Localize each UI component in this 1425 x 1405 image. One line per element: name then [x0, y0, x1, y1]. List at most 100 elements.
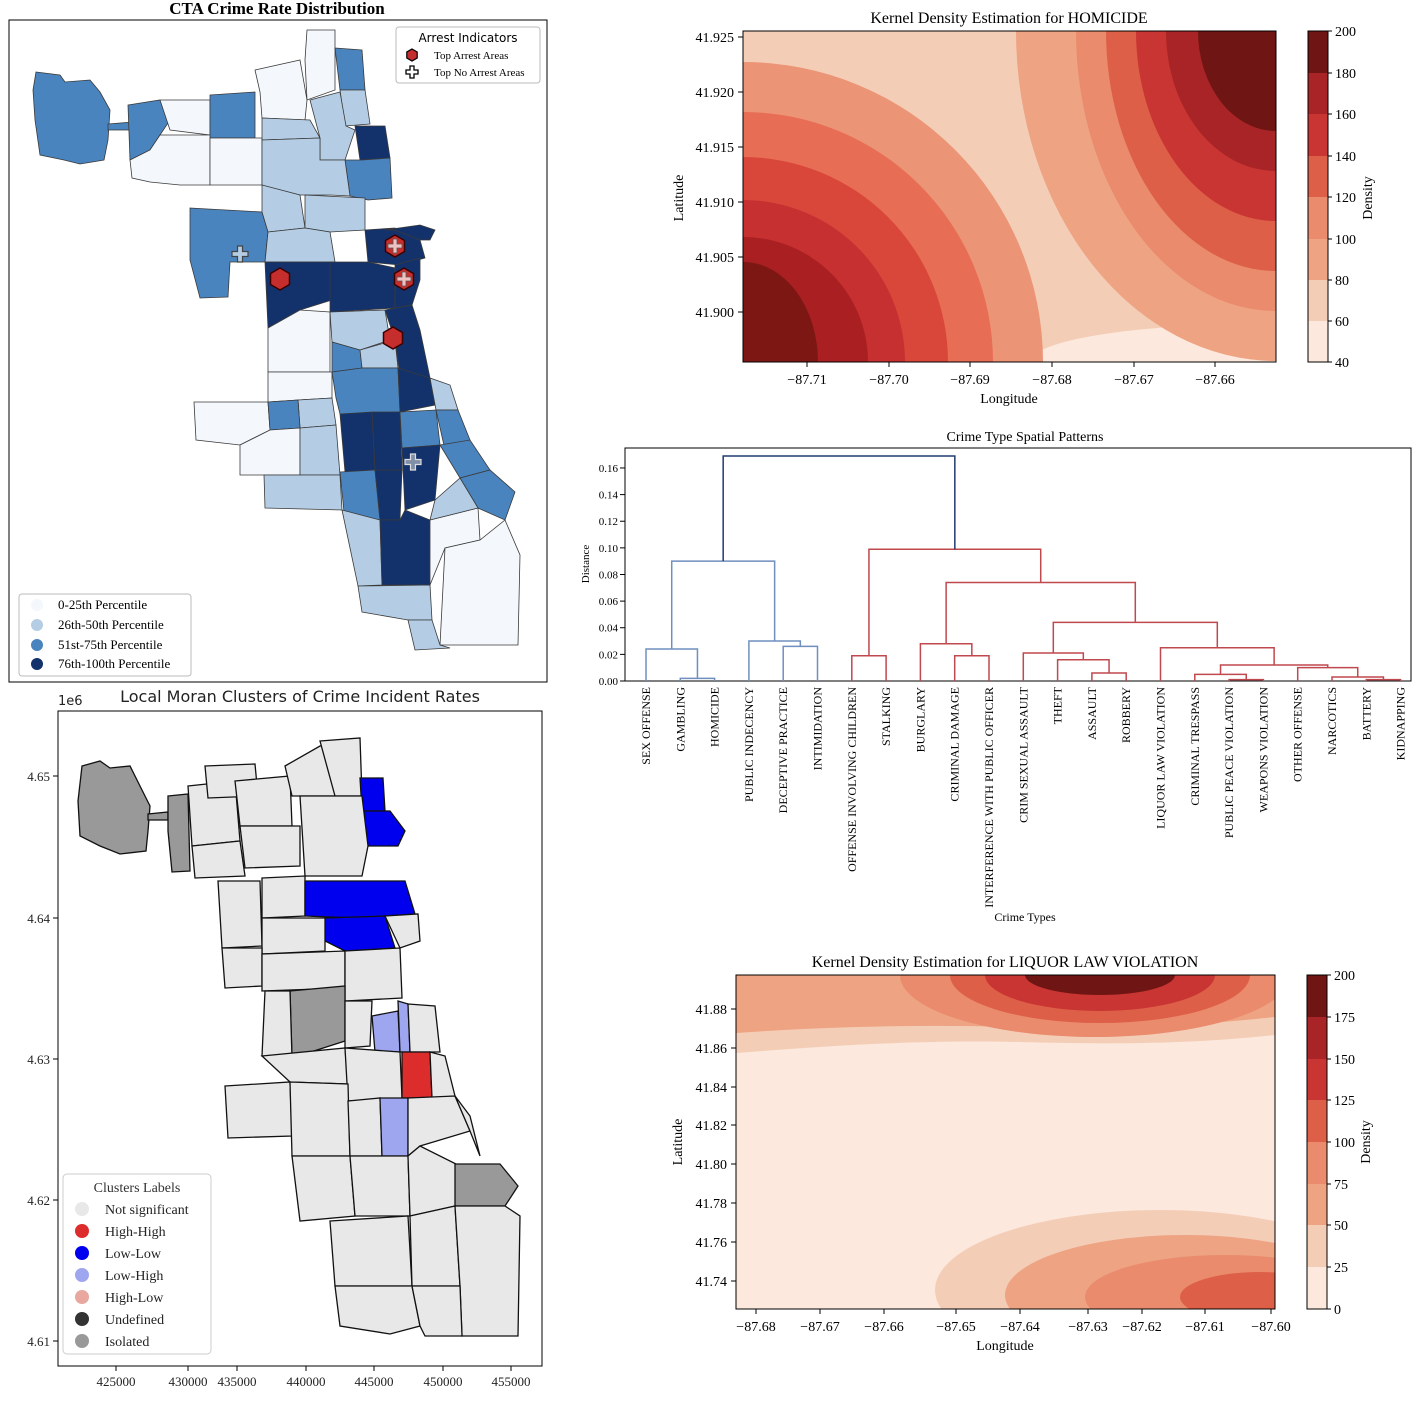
- colorbar-tick-label: 175: [1334, 1011, 1355, 1026]
- legend-title: Arrest Indicators: [418, 31, 517, 45]
- legend-label: Top No Arrest Areas: [434, 67, 525, 79]
- percentile-legend: 0-25th Percentile 26th-50th Percentile 5…: [18, 593, 192, 677]
- colorbar-tick-label: 75: [1334, 1178, 1348, 1193]
- kde-liquor-panel: Kernel Density Estimation for LIQUOR LAW…: [660, 945, 1420, 1400]
- x-tick-label: −87.65: [936, 1320, 975, 1335]
- liquor-x-ticks: −87.68 −87.67 −87.66 −87.65 −87.64 −87.6…: [736, 1309, 1291, 1335]
- cta-map-regions: [32, 29, 521, 651]
- y-tick-label: 4.62: [27, 1193, 50, 1208]
- chart-title: Kernel Density Estimation for HOMICIDE: [870, 10, 1147, 27]
- y-tick-label: 0.10: [599, 543, 619, 555]
- y-tick-label: 41.78: [696, 1197, 728, 1212]
- moran-map-panel: Local Moran Clusters of Crime Incident R…: [0, 686, 560, 1400]
- leaf-label: OTHER OFFENSE: [1291, 687, 1305, 782]
- colorbar-tick-label: 120: [1335, 191, 1356, 206]
- homicide-colorbar: [1307, 30, 1329, 363]
- chart-title: Kernel Density Estimation for LIQUOR LAW…: [812, 954, 1199, 971]
- y-tick-label: 0.00: [599, 676, 619, 688]
- x-tick-label: −87.66: [1195, 373, 1234, 388]
- y-tick-label: 41.925: [696, 31, 735, 46]
- dendrogram-x-labels: SEX OFFENSE GAMBLING HOMICIDE PUBLIC INDECE…: [639, 686, 1408, 907]
- leaf-label: BATTERY: [1359, 687, 1373, 741]
- y-tick-label: 0.12: [599, 516, 618, 528]
- dendrogram-link: [1296, 666, 1359, 681]
- hexagon-marker-icon: [406, 48, 418, 62]
- legend-title: Clusters Labels: [94, 1181, 181, 1196]
- x-tick-label: −87.67: [800, 1320, 839, 1335]
- x-tick-label: 435000: [218, 1374, 257, 1389]
- legend-swatch: [75, 1246, 89, 1260]
- region-ohare: [77, 760, 151, 855]
- legend-swatch: [31, 599, 43, 611]
- leaf-label: PUBLIC PEACE VIOLATION: [1222, 687, 1236, 838]
- legend-swatch: [75, 1334, 89, 1348]
- legend-swatch: [75, 1312, 89, 1326]
- y-tick-label: 4.63: [27, 1052, 50, 1067]
- cta-map-markers: [231, 234, 422, 471]
- y-tick-label: 0.08: [599, 569, 619, 581]
- x-tick-label: −87.68: [736, 1320, 775, 1335]
- x-tick-label: 440000: [287, 1374, 326, 1389]
- leaf-label: CRIMINAL TRESPASS: [1188, 687, 1202, 806]
- y-tick-label: 0.02: [599, 649, 618, 661]
- legend-swatch: [31, 658, 43, 670]
- liquor-y-ticks: 41.88 41.86 41.84 41.82 41.80 41.78 41.7…: [696, 1003, 736, 1290]
- x-tick-label: −87.61: [1185, 1320, 1224, 1335]
- leaf-label: HOMICIDE: [708, 687, 722, 747]
- leaf-label: THEFT: [1051, 686, 1065, 724]
- y-exponent: 1e6: [58, 694, 83, 709]
- x-tick-label: −87.69: [950, 373, 989, 388]
- colorbar-tick-label: 200: [1335, 25, 1356, 40]
- colorbar-tick-label: 40: [1335, 356, 1349, 371]
- colorbar-tick-label: 25: [1334, 1261, 1348, 1276]
- x-tick-label: 425000: [97, 1374, 136, 1389]
- moran-y-ticks: 4.65 4.64 4.63 4.62 4.61: [27, 769, 58, 1349]
- dendrogram-svg: Crime Type Spatial Patterns 0.16 0.14 0.12…: [580, 430, 1412, 924]
- dendrogram-link: [953, 654, 990, 681]
- dendrogram-link: [1365, 678, 1402, 681]
- y-tick-label: 4.65: [27, 769, 50, 784]
- leaf-label: WEAPONS VIOLATION: [1256, 687, 1270, 813]
- y-tick-label: 0.16: [599, 463, 619, 475]
- x-tick-label: −87.71: [787, 373, 826, 388]
- colorbar-tick-label: 160: [1335, 108, 1356, 123]
- legend-label: 26th-50th Percentile: [58, 617, 164, 632]
- legend-label: High-High: [105, 1225, 166, 1240]
- leaf-label: CRIMINAL DAMAGE: [948, 687, 962, 802]
- moran-map-regions: [77, 737, 521, 1337]
- colorbar-label: Density: [1359, 1120, 1374, 1164]
- homicide-y-ticks: 41.925 41.920 41.915 41.910 41.905 41.90…: [696, 31, 743, 321]
- y-tick-label: 41.88: [696, 1003, 728, 1018]
- y-tick-label: 41.82: [696, 1119, 728, 1134]
- colorbar-tick-label: 200: [1334, 969, 1355, 984]
- leaf-label: INTERFERENCE WITH PUBLIC OFFICER: [982, 687, 996, 908]
- hexagon-marker-icon: [269, 267, 291, 291]
- liquor-colorbar-ticks: 200 175 150 125 100 75 50 25 0: [1327, 969, 1355, 1318]
- plot-frame: [742, 30, 1277, 363]
- hexagon-plus-marker-icon: [384, 234, 406, 258]
- x-tick-label: −87.64: [1000, 1320, 1039, 1335]
- y-axis-label: Latitude: [672, 175, 687, 222]
- colorbar-tick-label: 100: [1335, 233, 1356, 248]
- colorbar-tick-label: 0: [1334, 1303, 1341, 1318]
- y-axis-label: Latitude: [671, 1119, 686, 1166]
- kde-liquor-svg: Kernel Density Estimation for LIQUOR LAW…: [671, 954, 1374, 1354]
- colorbar-tick-label: 100: [1334, 1136, 1355, 1151]
- dendrogram-panel: Crime Type Spatial Patterns 0.16 0.14 0.12…: [570, 425, 1425, 930]
- leaf-label: LIQUOR LAW VIOLATION: [1154, 687, 1168, 829]
- legend-label: High-Low: [105, 1291, 164, 1306]
- legend-label: Isolated: [105, 1335, 149, 1350]
- x-tick-label: 455000: [492, 1374, 531, 1389]
- dendrogram-link: [1228, 678, 1265, 681]
- liquor-colorbar: [1306, 974, 1328, 1310]
- kde-liquor-contours: [736, 975, 1275, 1309]
- plus-marker-icon: [231, 245, 249, 263]
- leaf-label: KIDNAPPING: [1394, 687, 1408, 761]
- y-tick-label: 41.80: [696, 1158, 728, 1173]
- dendrogram-link: [645, 648, 699, 681]
- y-tick-label: 4.61: [27, 1334, 50, 1349]
- dendrogram-link: [851, 654, 887, 681]
- legend-swatch: [75, 1268, 89, 1282]
- y-tick-label: 4.64: [27, 911, 50, 926]
- colorbar-label: Density: [1361, 176, 1376, 220]
